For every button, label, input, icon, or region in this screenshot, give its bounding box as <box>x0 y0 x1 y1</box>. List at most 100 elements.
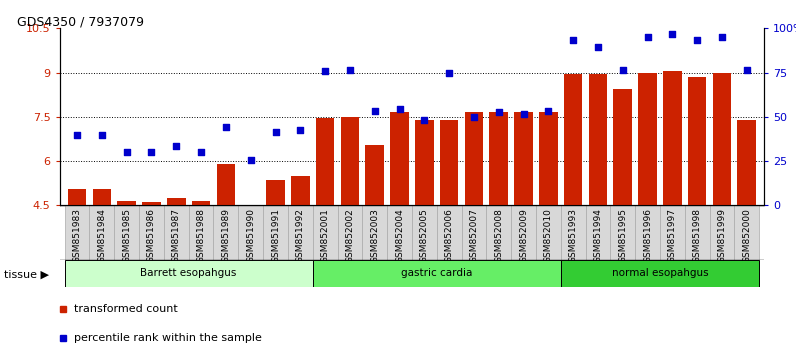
Bar <box>192 201 210 205</box>
Point <box>642 34 654 40</box>
Text: GSM852010: GSM852010 <box>544 208 553 263</box>
Point <box>145 149 158 155</box>
Text: GSM851995: GSM851995 <box>618 208 627 263</box>
Text: tissue ▶: tissue ▶ <box>4 269 49 279</box>
Bar <box>92 188 111 205</box>
Text: GSM851992: GSM851992 <box>296 208 305 263</box>
Text: GSM851997: GSM851997 <box>668 208 677 263</box>
Point <box>170 143 182 149</box>
Text: GSM851999: GSM851999 <box>717 208 727 263</box>
Bar <box>511 205 536 260</box>
Text: GSM851985: GSM851985 <box>122 208 131 263</box>
Text: GSM852009: GSM852009 <box>519 208 528 263</box>
Text: GSM852002: GSM852002 <box>345 208 354 263</box>
Point <box>493 110 505 115</box>
Bar <box>288 205 313 260</box>
Bar <box>291 176 310 205</box>
Point <box>71 132 84 137</box>
Bar <box>362 205 387 260</box>
Bar <box>514 113 533 205</box>
Bar <box>638 73 657 205</box>
Point <box>369 108 381 114</box>
Text: GSM851984: GSM851984 <box>97 208 107 263</box>
Text: GSM852000: GSM852000 <box>743 208 751 263</box>
Bar <box>316 118 334 205</box>
Bar <box>611 205 635 260</box>
Bar <box>437 205 462 260</box>
Bar <box>115 205 139 260</box>
Text: GSM852006: GSM852006 <box>445 208 454 263</box>
Text: GDS4350 / 7937079: GDS4350 / 7937079 <box>18 15 144 28</box>
Text: GSM851983: GSM851983 <box>72 208 81 263</box>
Point <box>220 124 232 130</box>
Bar <box>189 205 213 260</box>
Text: GSM851994: GSM851994 <box>594 208 603 263</box>
Point <box>467 114 480 120</box>
Bar <box>536 205 560 260</box>
Bar <box>266 180 285 205</box>
Text: GSM852005: GSM852005 <box>419 208 429 263</box>
Bar <box>486 205 511 260</box>
Text: GSM851990: GSM851990 <box>246 208 256 263</box>
Bar <box>68 189 86 205</box>
Text: Barrett esopahgus: Barrett esopahgus <box>141 268 237 279</box>
Bar <box>465 113 483 205</box>
Point <box>616 67 629 73</box>
Text: gastric cardia: gastric cardia <box>401 268 472 279</box>
Text: GSM852004: GSM852004 <box>395 208 404 263</box>
Bar <box>709 205 735 260</box>
Bar <box>490 113 508 205</box>
Text: GSM852001: GSM852001 <box>321 208 330 263</box>
Bar <box>64 205 89 260</box>
Bar <box>564 74 583 205</box>
Point <box>96 132 108 137</box>
Bar <box>341 117 359 205</box>
Text: GSM852008: GSM852008 <box>494 208 503 263</box>
Bar <box>415 120 434 205</box>
Bar <box>440 120 458 205</box>
Point <box>195 149 208 155</box>
Bar <box>217 164 235 205</box>
Point <box>318 68 331 74</box>
Bar <box>462 205 486 260</box>
Bar <box>142 202 161 205</box>
Bar <box>139 205 164 260</box>
Text: GSM851989: GSM851989 <box>221 208 230 263</box>
Point <box>691 37 704 43</box>
Point <box>418 117 431 122</box>
Bar <box>365 145 384 205</box>
Bar <box>560 260 759 287</box>
Text: GSM851991: GSM851991 <box>271 208 280 263</box>
Bar <box>313 260 560 287</box>
Bar <box>89 205 115 260</box>
Text: GSM851987: GSM851987 <box>172 208 181 263</box>
Bar <box>263 205 288 260</box>
Bar <box>738 120 756 205</box>
Bar <box>64 260 313 287</box>
Point <box>393 107 406 112</box>
Bar <box>539 113 558 205</box>
Point <box>740 67 753 73</box>
Text: normal esopahgus: normal esopahgus <box>611 268 708 279</box>
Point <box>567 37 579 43</box>
Bar <box>688 77 707 205</box>
Bar <box>586 205 611 260</box>
Bar <box>560 205 586 260</box>
Bar <box>387 205 412 260</box>
Point <box>716 34 728 40</box>
Point <box>269 129 282 135</box>
Point <box>120 149 133 155</box>
Text: GSM851986: GSM851986 <box>147 208 156 263</box>
Bar <box>390 113 409 205</box>
Point <box>244 157 257 162</box>
Point <box>517 111 530 117</box>
Point <box>344 67 357 73</box>
Point <box>666 32 679 37</box>
Bar <box>735 205 759 260</box>
Bar <box>117 201 136 205</box>
Text: GSM851993: GSM851993 <box>568 208 578 263</box>
Point <box>443 70 455 75</box>
Text: GSM852007: GSM852007 <box>470 208 478 263</box>
Bar <box>338 205 362 260</box>
Bar <box>313 205 338 260</box>
